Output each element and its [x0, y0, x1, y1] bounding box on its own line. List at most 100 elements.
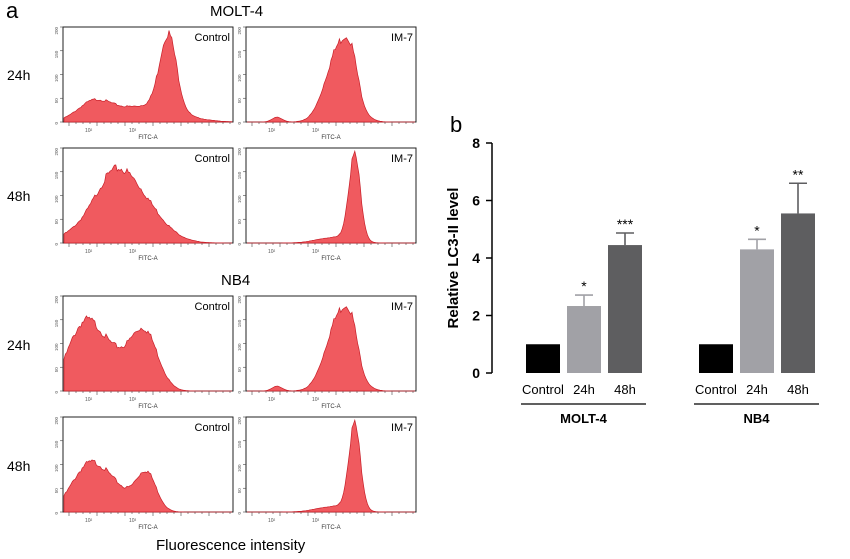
- x-axis-label-fitc: FITC-A: [321, 135, 340, 141]
- histogram-curve: [63, 30, 233, 123]
- y-axis-label: Relative LC3-II level: [445, 188, 462, 329]
- bar-molt4-control: [526, 344, 560, 373]
- x-tick-label: 48h: [614, 382, 636, 397]
- x-tick-label: 10³: [312, 518, 320, 524]
- y-tick-label: 100: [237, 464, 242, 472]
- histogram-label: Control: [195, 422, 230, 434]
- x-tick-label: 10²: [85, 518, 93, 524]
- x-axis-label-fitc: FITC-A: [321, 404, 340, 410]
- bar-molt4-24h: [567, 306, 601, 373]
- histogram-curve: [247, 418, 415, 513]
- row-label-nb4-24h: 24h: [7, 337, 31, 353]
- y-tick-label: 100: [54, 74, 59, 82]
- section-title-nb4: NB4: [221, 272, 251, 289]
- x-tick-label: 10³: [312, 397, 320, 403]
- bar-molt4-48h: [608, 245, 642, 373]
- x-tick-label: 10²: [268, 249, 276, 255]
- y-tick-label: 2: [472, 308, 480, 324]
- histogram-frame: [245, 416, 417, 513]
- histogram-label: Control: [195, 301, 230, 313]
- y-tick-label: 0: [237, 391, 242, 394]
- histogram-label: IM-7: [391, 153, 413, 165]
- histogram-curve: [63, 315, 232, 392]
- row-label-molt4-24h: 24h: [7, 67, 31, 83]
- y-tick-label: 0: [54, 243, 59, 246]
- y-tick-label: 200: [237, 417, 242, 425]
- histogram-frame: [245, 147, 417, 244]
- x-axis-label-fitc: FITC-A: [321, 525, 340, 531]
- y-tick-label: 0: [472, 365, 480, 381]
- y-tick-label: 200: [54, 27, 59, 35]
- y-tick-label: 200: [54, 296, 59, 304]
- y-tick-label: 50: [237, 367, 242, 373]
- y-tick-label: 200: [237, 296, 242, 304]
- section-title-molt4: MOLT-4: [210, 3, 264, 20]
- y-tick-label: 50: [237, 98, 242, 104]
- y-tick-label: 100: [237, 74, 242, 82]
- y-tick-label: 0: [237, 122, 242, 125]
- panel-a-letter: a: [6, 0, 19, 23]
- y-tick-label: 150: [237, 171, 242, 179]
- y-tick-label: 50: [54, 488, 59, 494]
- bar-nb4-control: [699, 344, 733, 373]
- histogram-curve: [247, 37, 415, 123]
- bar-nb4-24h: [740, 249, 774, 373]
- histogram-label: Control: [195, 153, 230, 165]
- y-tick-label: 100: [237, 343, 242, 351]
- y-tick-label: 200: [237, 27, 242, 35]
- y-tick-label: 100: [54, 343, 59, 351]
- y-tick-label: 150: [54, 440, 59, 448]
- x-tick-label: 10³: [129, 128, 137, 134]
- y-tick-label: 0: [54, 391, 59, 394]
- significance-mark: *: [581, 278, 587, 294]
- histogram-label: Control: [195, 32, 230, 44]
- x-tick-label: Control: [522, 382, 564, 397]
- histogram-curve: [63, 459, 232, 513]
- y-tick-label: 4: [472, 250, 480, 266]
- x-tick-label: 10²: [85, 249, 93, 255]
- x-tick-label: 10³: [129, 249, 137, 255]
- y-tick-label: 50: [54, 98, 59, 104]
- y-tick-label: 200: [54, 148, 59, 156]
- y-tick-label: 50: [237, 488, 242, 494]
- x-tick-label: 24h: [746, 382, 768, 397]
- histogram-curve: [247, 306, 415, 392]
- y-tick-label: 50: [54, 219, 59, 225]
- y-tick-label: 0: [237, 512, 242, 515]
- y-tick-label: 150: [54, 171, 59, 179]
- histogram-label: IM-7: [391, 301, 413, 313]
- x-tick-label: 48h: [787, 382, 809, 397]
- x-axis-label-fitc: FITC-A: [138, 135, 157, 141]
- y-tick-label: 0: [54, 512, 59, 515]
- y-tick-label: 150: [237, 440, 242, 448]
- y-tick-label: 200: [237, 148, 242, 156]
- y-tick-label: 6: [472, 193, 480, 209]
- panel-b-letter: b: [450, 112, 463, 137]
- row-label-molt4-48h: 48h: [7, 188, 31, 204]
- group-label-nb4: NB4: [743, 411, 770, 426]
- x-tick-label: 10²: [85, 397, 93, 403]
- x-tick-label: Control: [695, 382, 737, 397]
- y-tick-label: 8: [472, 135, 480, 151]
- row-label-nb4-48h: 48h: [7, 458, 31, 474]
- y-tick-label: 150: [237, 319, 242, 327]
- y-tick-label: 0: [54, 122, 59, 125]
- x-tick-label: 10³: [312, 249, 320, 255]
- x-axis-label-fitc: FITC-A: [138, 256, 157, 262]
- x-axis-label-fitc: FITC-A: [321, 256, 340, 262]
- x-tick-label: 10³: [312, 128, 320, 134]
- y-tick-label: 200: [54, 417, 59, 425]
- y-tick-label: 50: [54, 367, 59, 373]
- y-tick-label: 100: [54, 195, 59, 203]
- y-tick-label: 100: [237, 195, 242, 203]
- y-tick-label: 150: [54, 319, 59, 327]
- x-tick-label: 10²: [268, 518, 276, 524]
- histogram-label: IM-7: [391, 32, 413, 44]
